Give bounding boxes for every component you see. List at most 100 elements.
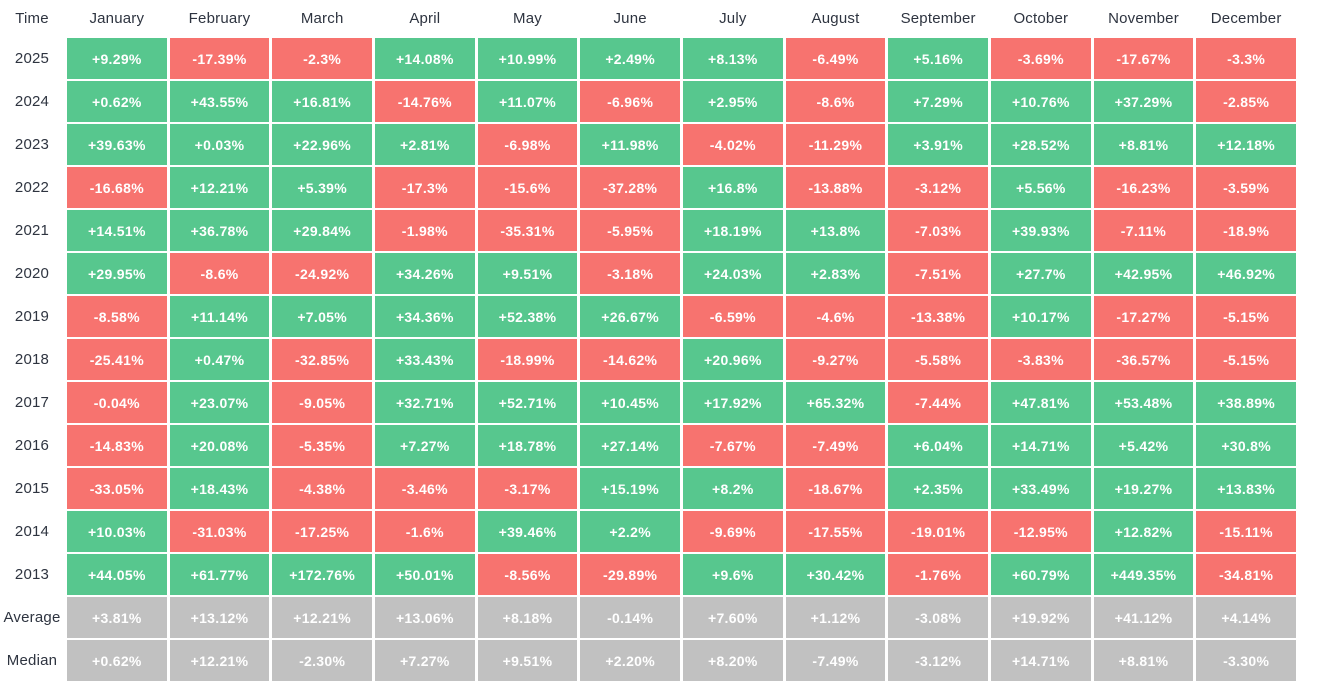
return-cell: +5.56% bbox=[990, 167, 1091, 208]
return-cell: +28.52% bbox=[990, 124, 1091, 165]
return-cell: -6.59% bbox=[682, 296, 783, 337]
return-cell: +9.51% bbox=[477, 253, 578, 294]
return-cell: -17.39% bbox=[169, 38, 270, 79]
row-label: Median bbox=[0, 640, 64, 681]
return-cell: -2.30% bbox=[272, 640, 372, 681]
return-cell: -7.67% bbox=[682, 425, 783, 466]
return-cell: +36.78% bbox=[169, 210, 270, 251]
return-cell: +37.29% bbox=[1093, 81, 1194, 122]
return-cell: -9.05% bbox=[272, 382, 372, 423]
return-cell: -9.27% bbox=[785, 339, 886, 380]
return-cell: -8.56% bbox=[477, 554, 578, 595]
return-cell: +10.99% bbox=[477, 38, 578, 79]
return-cell: +1.12% bbox=[785, 597, 886, 638]
return-cell: -0.04% bbox=[67, 382, 167, 423]
return-cell: +11.98% bbox=[580, 124, 680, 165]
return-cell: -34.81% bbox=[1196, 554, 1296, 595]
return-cell: -13.38% bbox=[888, 296, 988, 337]
return-cell: +7.27% bbox=[374, 425, 475, 466]
month-header: June bbox=[580, 0, 680, 36]
row-label: 2018 bbox=[0, 339, 64, 380]
row-label: 2013 bbox=[0, 554, 64, 595]
return-cell: +19.27% bbox=[1093, 468, 1194, 509]
return-cell: -0.14% bbox=[580, 597, 680, 638]
return-cell: -17.55% bbox=[785, 511, 886, 552]
return-cell: -7.03% bbox=[888, 210, 988, 251]
month-header: December bbox=[1196, 0, 1296, 36]
return-cell: +9.6% bbox=[682, 554, 783, 595]
return-cell: +2.20% bbox=[580, 640, 680, 681]
return-cell: -8.6% bbox=[169, 253, 270, 294]
return-cell: +7.29% bbox=[888, 81, 988, 122]
return-cell: +11.07% bbox=[477, 81, 578, 122]
return-cell: +42.95% bbox=[1093, 253, 1194, 294]
return-cell: -18.9% bbox=[1196, 210, 1296, 251]
return-cell: -2.3% bbox=[272, 38, 372, 79]
row-label: 2014 bbox=[0, 511, 64, 552]
return-cell: +10.17% bbox=[990, 296, 1091, 337]
month-header: August bbox=[785, 0, 886, 36]
return-cell: +5.39% bbox=[272, 167, 372, 208]
return-cell: +33.43% bbox=[374, 339, 475, 380]
return-cell: +4.14% bbox=[1196, 597, 1296, 638]
row-label: Average bbox=[0, 597, 64, 638]
return-cell: +14.71% bbox=[990, 425, 1091, 466]
return-cell: +0.62% bbox=[67, 81, 167, 122]
return-cell: +8.20% bbox=[682, 640, 783, 681]
return-cell: +0.03% bbox=[169, 124, 270, 165]
return-cell: -25.41% bbox=[67, 339, 167, 380]
return-cell: -19.01% bbox=[888, 511, 988, 552]
return-cell: +16.8% bbox=[682, 167, 783, 208]
return-cell: -3.12% bbox=[888, 640, 988, 681]
month-header: September bbox=[888, 0, 988, 36]
return-cell: +172.76% bbox=[272, 554, 372, 595]
return-cell: +13.8% bbox=[785, 210, 886, 251]
return-cell: +32.71% bbox=[374, 382, 475, 423]
return-cell: +10.76% bbox=[990, 81, 1091, 122]
return-cell: -15.6% bbox=[477, 167, 578, 208]
return-cell: +53.48% bbox=[1093, 382, 1194, 423]
return-cell: +9.29% bbox=[67, 38, 167, 79]
row-label: 2022 bbox=[0, 167, 64, 208]
return-cell: +38.89% bbox=[1196, 382, 1296, 423]
return-cell: -33.05% bbox=[67, 468, 167, 509]
return-cell: +30.8% bbox=[1196, 425, 1296, 466]
return-cell: +39.93% bbox=[990, 210, 1091, 251]
return-cell: -8.58% bbox=[67, 296, 167, 337]
month-header: April bbox=[374, 0, 475, 36]
return-cell: +7.05% bbox=[272, 296, 372, 337]
return-cell: +16.81% bbox=[272, 81, 372, 122]
return-cell: +449.35% bbox=[1093, 554, 1194, 595]
return-cell: -8.6% bbox=[785, 81, 886, 122]
return-cell: -3.46% bbox=[374, 468, 475, 509]
month-header: July bbox=[682, 0, 783, 36]
return-cell: +23.07% bbox=[169, 382, 270, 423]
row-label: 2019 bbox=[0, 296, 64, 337]
return-cell: -16.68% bbox=[67, 167, 167, 208]
return-cell: +50.01% bbox=[374, 554, 475, 595]
return-cell: +33.49% bbox=[990, 468, 1091, 509]
return-cell: +20.08% bbox=[169, 425, 270, 466]
return-cell: -4.6% bbox=[785, 296, 886, 337]
return-cell: -17.27% bbox=[1093, 296, 1194, 337]
return-cell: +65.32% bbox=[785, 382, 886, 423]
return-cell: +14.08% bbox=[374, 38, 475, 79]
returns-grid: Time January February March April May June July… bbox=[0, 0, 1296, 681]
return-cell: +29.84% bbox=[272, 210, 372, 251]
return-cell: -3.59% bbox=[1196, 167, 1296, 208]
return-cell: -18.99% bbox=[477, 339, 578, 380]
return-cell: -36.57% bbox=[1093, 339, 1194, 380]
return-cell: -7.44% bbox=[888, 382, 988, 423]
return-cell: +27.14% bbox=[580, 425, 680, 466]
return-cell: +20.96% bbox=[682, 339, 783, 380]
row-label: 2015 bbox=[0, 468, 64, 509]
return-cell: -29.89% bbox=[580, 554, 680, 595]
row-label: 2023 bbox=[0, 124, 64, 165]
return-cell: -3.69% bbox=[990, 38, 1091, 79]
return-cell: -32.85% bbox=[272, 339, 372, 380]
return-cell: +3.91% bbox=[888, 124, 988, 165]
return-cell: -13.88% bbox=[785, 167, 886, 208]
return-cell: -14.62% bbox=[580, 339, 680, 380]
return-cell: +39.63% bbox=[67, 124, 167, 165]
return-cell: +10.03% bbox=[67, 511, 167, 552]
